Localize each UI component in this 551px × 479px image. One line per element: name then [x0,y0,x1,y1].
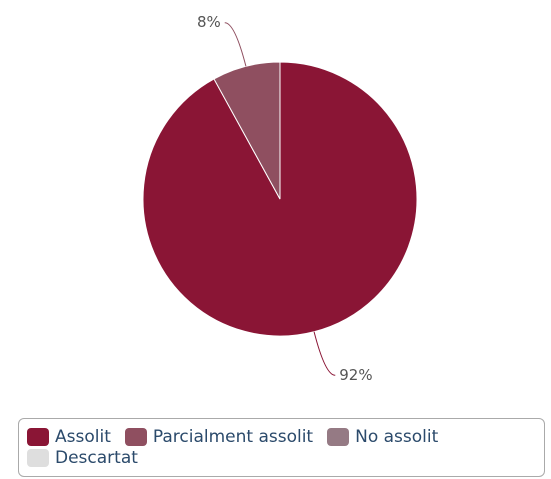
legend-item[interactable]: No assolit [327,426,438,447]
label-connector [313,331,336,376]
legend-swatch [327,427,350,446]
data-label: 8% [197,13,221,31]
legend-item[interactable]: Descartat [27,447,138,468]
legend-swatch [27,427,49,446]
legend-label: Descartat [55,447,138,468]
legend-item[interactable]: Parcialment assolit [124,426,314,447]
chart: 92% 8% [142,13,418,384]
legend-item[interactable]: Assolit [27,426,111,447]
legend-label: No assolit [355,426,439,447]
legend-swatch [27,448,49,467]
pie-slice [213,61,281,200]
legend-label: Parcialment assolit [152,426,314,447]
legend: Assolit Parcialment assolit No assolit Desc… [18,418,545,477]
legend-label: Assolit [55,426,111,447]
legend-swatch [124,427,147,446]
label-connector [224,22,247,67]
data-label: 92% [339,366,372,384]
